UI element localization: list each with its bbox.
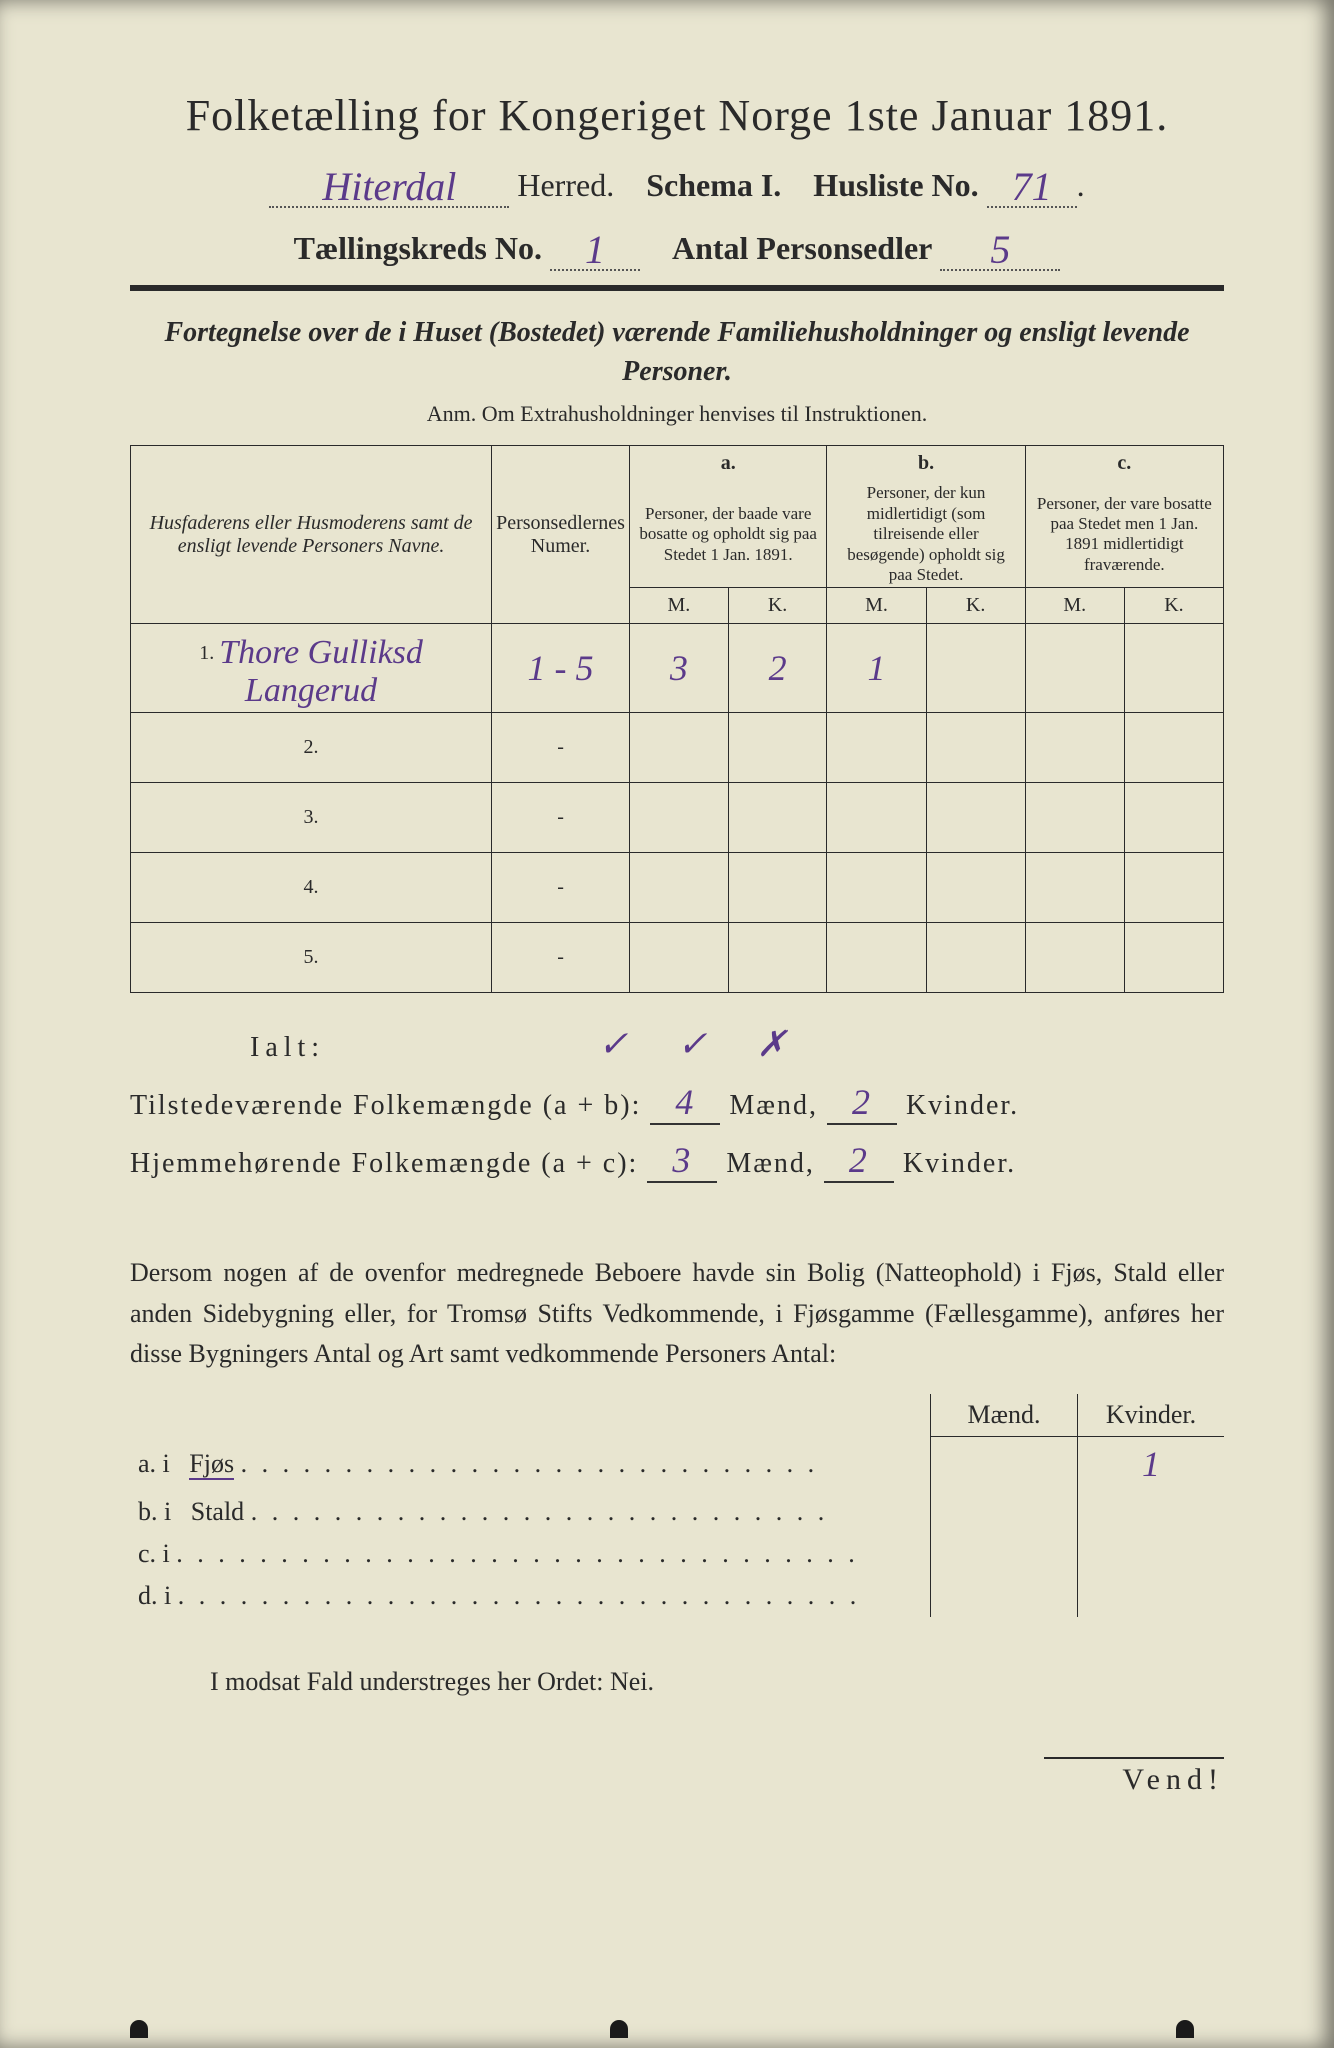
explanatory-paragraph: Dersom nogen af de ovenfor medregnede Be… [130, 1253, 1224, 1374]
antal-value: 5 [990, 227, 1010, 272]
turn-over-label: Vend! [1044, 1757, 1224, 1797]
totals-section: Ialt: ✓ ✓ ✗ Tilstedeværende Folkemængde … [130, 1023, 1224, 1183]
col-c-desc: Personer, der vare bosatte paa Stedet me… [1025, 481, 1223, 587]
col-header-number: Personsedlernes Numer. [492, 446, 630, 624]
totals-present: Tilstedeværende Folkemængde (a + b): 4 M… [130, 1081, 1224, 1125]
paper-tear-icon [130, 2020, 148, 2038]
col-b-letter: b. [827, 446, 1025, 482]
outbuilding-row: a. i Fjøs . . . . . . . . . . . . . . . … [130, 1437, 1224, 1492]
table-row: 3. - [131, 783, 1224, 853]
husliste-label: Husliste No. [813, 167, 978, 203]
paper-tear-icon [610, 2020, 628, 2038]
annotation-note: Anm. Om Extrahusholdninger henvises til … [130, 401, 1224, 427]
col-a-k: K. [728, 588, 827, 624]
kreds-label: Tællingskreds No. [294, 230, 542, 266]
col-b-desc: Personer, der kun midlertidigt (som tilr… [827, 481, 1025, 587]
col-c-m: M. [1025, 588, 1124, 624]
negative-instruction: I modsat Fald understreges her Ordet: Ne… [210, 1667, 1224, 1697]
header-line-2: Hiterdal Herred. Schema I. Husliste No. … [130, 159, 1224, 208]
table-row: 5. - [131, 923, 1224, 993]
schema-label: Schema I. [646, 167, 781, 203]
col-header-names: Husfaderens eller Husmoderens samt de en… [131, 446, 492, 624]
col-b-m: M. [827, 588, 926, 624]
main-table: Husfaderens eller Husmoderens samt de en… [130, 445, 1224, 993]
col-a-desc: Personer, der baade vare bosatte og opho… [629, 481, 826, 587]
table-row: 1. Thore Gulliksd Langerud 1 - 5 3 2 1 [131, 624, 1224, 713]
outbuilding-table: Mænd. Kvinder. a. i Fjøs . . . . . . . .… [130, 1394, 1224, 1617]
divider [130, 285, 1224, 291]
totals-resident: Hjemmehørende Folkemængde (a + c): 3 Mæn… [130, 1139, 1224, 1183]
outbuilding-row: c. i . . . . . . . . . . . . . . . . . .… [130, 1533, 1224, 1575]
paper-tear-icon [1176, 2020, 1194, 2038]
col-a-letter: a. [629, 446, 826, 482]
ialt-label: Ialt: ✓ ✓ ✗ [250, 1023, 1224, 1065]
table-row: 4. - [131, 853, 1224, 923]
census-form-page: Folketælling for Kongeriget Norge 1ste J… [0, 0, 1334, 2048]
col-a-m: M. [629, 588, 728, 624]
subtitle: Fortegnelse over de i Huset (Bostedet) v… [130, 313, 1224, 391]
outbuilding-row: b. i Stald . . . . . . . . . . . . . . .… [130, 1491, 1224, 1533]
antal-label: Antal Personsedler [672, 230, 932, 266]
bt-maend-header: Mænd. [931, 1394, 1078, 1437]
herred-label: Herred. [517, 167, 614, 203]
bt-kvinder-header: Kvinder. [1078, 1394, 1225, 1437]
header-line-3: Tællingskreds No. 1 Antal Personsedler 5 [130, 222, 1224, 271]
outbuilding-row: d. i . . . . . . . . . . . . . . . . . .… [130, 1575, 1224, 1617]
page-title: Folketælling for Kongeriget Norge 1ste J… [130, 90, 1224, 141]
husliste-value: 71 [1012, 164, 1052, 209]
col-b-k: K. [926, 588, 1025, 624]
check-marks: ✓ ✓ ✗ [598, 1024, 807, 1064]
table-row: 2. - [131, 713, 1224, 783]
herred-value: Hiterdal [322, 164, 456, 209]
col-c-letter: c. [1025, 446, 1223, 482]
kreds-value: 1 [585, 227, 605, 272]
col-c-k: K. [1124, 588, 1223, 624]
